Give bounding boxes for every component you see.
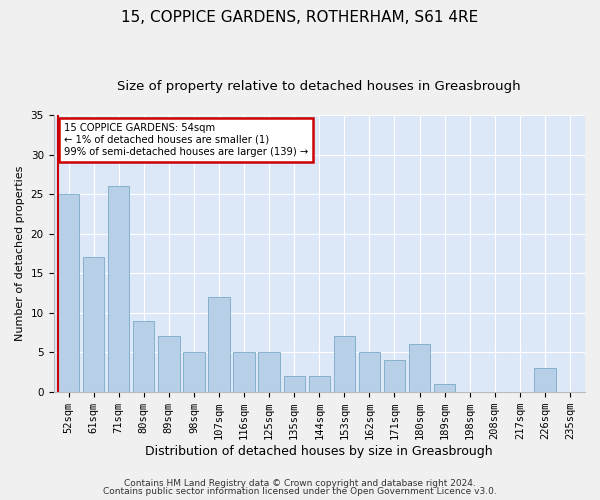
Bar xyxy=(308,376,330,392)
Text: Contains HM Land Registry data © Crown copyright and database right 2024.: Contains HM Land Registry data © Crown c… xyxy=(124,478,476,488)
X-axis label: Distribution of detached houses by size in Greasbrough: Distribution of detached houses by size … xyxy=(145,444,493,458)
Bar xyxy=(183,352,205,392)
Bar xyxy=(384,360,405,392)
Bar xyxy=(284,376,305,392)
Bar xyxy=(359,352,380,392)
Bar xyxy=(208,297,230,392)
Bar xyxy=(158,336,179,392)
Bar xyxy=(108,186,130,392)
Bar xyxy=(434,384,455,392)
Title: Size of property relative to detached houses in Greasbrough: Size of property relative to detached ho… xyxy=(118,80,521,93)
Bar xyxy=(233,352,255,392)
Bar xyxy=(534,368,556,392)
Bar xyxy=(58,194,79,392)
Bar xyxy=(259,352,280,392)
Bar xyxy=(409,344,430,392)
Bar xyxy=(334,336,355,392)
Text: 15 COPPICE GARDENS: 54sqm
← 1% of detached houses are smaller (1)
99% of semi-de: 15 COPPICE GARDENS: 54sqm ← 1% of detach… xyxy=(64,124,308,156)
Bar xyxy=(83,258,104,392)
Text: Contains public sector information licensed under the Open Government Licence v3: Contains public sector information licen… xyxy=(103,487,497,496)
Y-axis label: Number of detached properties: Number of detached properties xyxy=(15,166,25,341)
Bar xyxy=(133,320,154,392)
Text: 15, COPPICE GARDENS, ROTHERHAM, S61 4RE: 15, COPPICE GARDENS, ROTHERHAM, S61 4RE xyxy=(121,10,479,25)
